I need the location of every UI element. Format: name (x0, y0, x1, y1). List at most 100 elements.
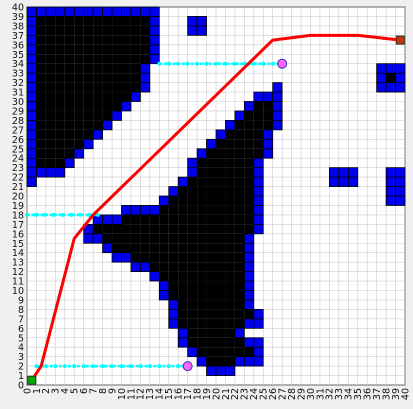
obstacle-cell (140, 224, 150, 234)
obstacle-cell (206, 271, 216, 282)
obstacle-cell (206, 196, 216, 206)
obstacle-cell (45, 158, 56, 168)
obstacle-cell (234, 281, 245, 291)
obstacle-cell (168, 233, 179, 244)
obstacle-boundary-cell (234, 327, 245, 339)
scan-point (270, 61, 275, 66)
obstacle-cell (149, 224, 160, 234)
obstacle-cell (225, 356, 235, 367)
obstacle-boundary-cell (395, 82, 406, 93)
y-tick-label: 5 (18, 333, 24, 344)
obstacle-cell (112, 25, 122, 36)
obstacle-cell (197, 281, 207, 291)
obstacle-boundary-cell (253, 176, 264, 187)
obstacle-cell (130, 214, 141, 225)
obstacle-cell (102, 110, 113, 121)
obstacle-cell (234, 214, 245, 225)
obstacle-boundary-cell (272, 101, 283, 112)
obstacle-cell (197, 262, 207, 272)
obstacle-cell (206, 205, 216, 215)
obstacle-cell (83, 44, 94, 55)
obstacle-cell (216, 139, 226, 149)
obstacle-cell (234, 224, 245, 234)
obstacle-cell (225, 224, 235, 234)
obstacle-cell (55, 16, 65, 26)
obstacle-cell (244, 158, 254, 168)
obstacle-cell (64, 92, 75, 102)
scan-point (95, 212, 100, 217)
obstacle-boundary-cell (196, 356, 207, 367)
obstacle-cell (216, 281, 226, 291)
obstacle-cell (206, 337, 216, 348)
obstacle-boundary-cell (253, 167, 264, 178)
obstacle-boundary-cell (158, 195, 170, 206)
obstacle-cell (112, 54, 122, 64)
obstacle-cell (234, 271, 245, 282)
obstacle-boundary-cell (149, 6, 160, 17)
obstacle-cell (197, 224, 207, 234)
obstacle-cell (83, 16, 94, 26)
scan-end-marker (277, 58, 288, 69)
obstacle-cell (206, 214, 216, 225)
obstacle-boundary-cell (243, 337, 255, 348)
scan-point (176, 364, 181, 369)
obstacle-cell (83, 25, 94, 36)
obstacle-boundary-cell (121, 6, 132, 17)
obstacle-boundary-cell (385, 63, 396, 74)
x-tick-label: 39 (391, 388, 402, 400)
obstacle-cell (225, 299, 235, 310)
obstacle-boundary-cell (253, 157, 264, 169)
obstacle-boundary-cell (102, 120, 113, 131)
obstacle-cell (140, 35, 150, 45)
y-tick-label: 39 (12, 12, 24, 23)
obstacle-boundary-cell (243, 271, 255, 282)
obstacle-boundary-cell (262, 138, 274, 150)
obstacle-cell (159, 271, 169, 282)
obstacle-boundary-cell (262, 91, 274, 102)
obstacle-cell (216, 214, 226, 225)
y-tick-label: 24 (12, 154, 24, 165)
obstacle-cell (130, 25, 141, 36)
obstacle-cell (225, 271, 235, 282)
obstacle-cell (102, 63, 113, 74)
obstacle-cell (206, 177, 216, 187)
obstacle-boundary-cell (385, 176, 396, 187)
obstacle-cell (187, 252, 198, 263)
obstacle-cell (187, 214, 198, 225)
obstacle-boundary-cell (26, 53, 37, 65)
obstacle-cell (234, 158, 245, 168)
y-tick-label: 36 (12, 40, 24, 51)
obstacle-cell (225, 328, 235, 338)
obstacle-cell (64, 148, 75, 159)
obstacle-boundary-cell (26, 157, 37, 169)
obstacle-boundary-cell (149, 53, 160, 65)
obstacle-cell (216, 262, 226, 272)
obstacle-cell (197, 243, 207, 253)
obstacle-cell (253, 129, 264, 140)
obstacle-boundary-cell (139, 72, 151, 84)
obstacle-cell (45, 139, 56, 149)
obstacle-cell (112, 44, 122, 55)
y-tick-label: 18 (12, 210, 24, 221)
obstacle-boundary-cell (253, 205, 264, 216)
obstacle-cell (206, 347, 216, 357)
obstacle-boundary-cell (149, 25, 160, 36)
obstacle-cell (197, 205, 207, 215)
obstacle-cell (187, 243, 198, 253)
obstacle-cell (102, 73, 113, 83)
y-tick-label: 27 (12, 125, 24, 136)
obstacle-boundary-cell (187, 157, 198, 169)
obstacle-cell (234, 243, 245, 253)
obstacle-cell (55, 139, 65, 149)
obstacle-cell (121, 214, 131, 225)
obstacle-cell (64, 82, 75, 93)
obstacle-boundary-cell (177, 176, 189, 187)
x-tick-label: 16 (174, 388, 185, 400)
obstacle-cell (225, 318, 235, 329)
obstacle-cell (121, 82, 131, 93)
scan-point (51, 212, 56, 217)
obstacle-cell (178, 233, 188, 244)
obstacle-boundary-cell (385, 82, 396, 93)
obstacle-cell (130, 35, 141, 45)
obstacle-boundary-cell (139, 63, 151, 74)
